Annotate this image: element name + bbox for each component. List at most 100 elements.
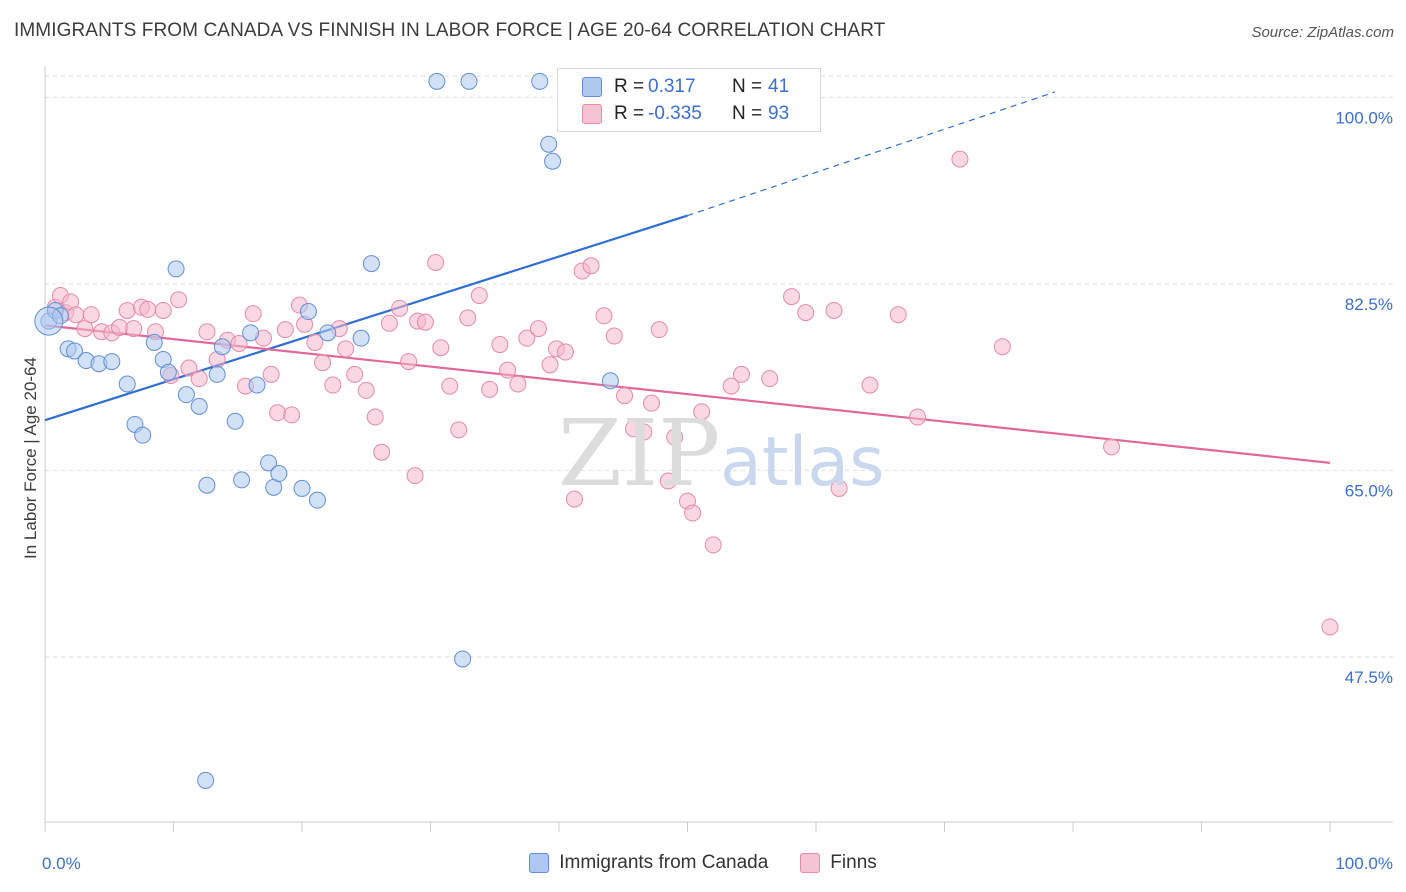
- point-finns: [337, 340, 355, 358]
- point-finns: [1103, 438, 1121, 456]
- point-finns: [306, 333, 324, 351]
- legend-r-value: 0.317: [648, 76, 696, 97]
- point-finns: [111, 319, 129, 337]
- point-canada: [242, 324, 260, 342]
- point-finns: [190, 370, 208, 388]
- y-tick-label: 100.0%: [1335, 108, 1393, 127]
- legend-item-finns[interactable]: Finns: [800, 852, 877, 874]
- point-canada: [198, 476, 216, 494]
- point-finns: [518, 329, 536, 347]
- point-canada: [145, 333, 163, 351]
- point-finns: [324, 376, 342, 394]
- x-tick-label-min: 0.0%: [42, 854, 81, 873]
- point-finns: [269, 404, 287, 422]
- point-canada: [260, 454, 278, 472]
- y-tick-label: 82.5%: [1345, 295, 1393, 314]
- point-finns: [684, 504, 702, 522]
- trend-line-canada: [44, 214, 688, 422]
- y-tick-label: 47.5%: [1345, 668, 1393, 687]
- x-tick-label-max: 100.0%: [1335, 854, 1393, 873]
- point-finns: [459, 309, 477, 327]
- point-finns: [67, 306, 85, 324]
- point-finns: [262, 365, 280, 383]
- point-canada: [167, 260, 185, 278]
- point-finns: [170, 291, 188, 309]
- legend-swatch-pink: [800, 853, 821, 873]
- legend-r-value: -0.335: [648, 103, 702, 124]
- point-finns: [481, 380, 499, 398]
- point-canada: [226, 412, 244, 430]
- watermark-zip: ZIP: [558, 400, 721, 507]
- point-canada: [118, 375, 136, 393]
- point-finns: [650, 321, 668, 339]
- point-canada: [233, 471, 251, 489]
- point-finns: [783, 288, 801, 306]
- point-finns: [761, 370, 779, 388]
- point-finns: [76, 320, 94, 338]
- point-canada: [352, 329, 370, 347]
- legend-n-label: N =: [732, 76, 763, 97]
- legend-row-canada: R = 0.317 N = 41: [582, 74, 852, 100]
- point-finns: [314, 354, 332, 372]
- point-canada: [177, 386, 195, 404]
- point-finns: [154, 301, 172, 319]
- point-finns: [666, 428, 684, 446]
- point-finns: [993, 338, 1011, 356]
- point-finns: [951, 150, 969, 168]
- point-finns: [595, 307, 613, 325]
- point-canada: [428, 72, 446, 90]
- legend-n-value: 93: [768, 103, 790, 124]
- point-finns: [1321, 618, 1339, 636]
- point-finns: [391, 299, 409, 317]
- legend-swatch-blue: [529, 853, 550, 873]
- point-canada: [531, 72, 549, 90]
- legend-item-canada[interactable]: Immigrants from Canada: [529, 852, 768, 874]
- point-finns: [82, 306, 100, 324]
- point-finns: [509, 375, 527, 393]
- legend-label-finns: Finns: [830, 852, 877, 873]
- point-finns: [909, 408, 927, 426]
- point-finns: [470, 287, 488, 305]
- point-finns: [400, 353, 418, 371]
- legend-n-value: 41: [768, 76, 790, 97]
- point-finns: [118, 301, 136, 319]
- y-axis-label: In Labor Force | Age 20-64: [21, 357, 40, 559]
- point-canada: [454, 650, 472, 668]
- point-finns: [732, 365, 750, 383]
- tick-labels: 47.5% 65.0% 82.5% 100.0% 0.0% 100.0%: [42, 108, 1393, 873]
- point-finns: [499, 361, 517, 379]
- point-finns: [643, 394, 661, 412]
- point-canada: [134, 426, 152, 444]
- point-canada: [319, 324, 337, 342]
- point-finns: [198, 323, 216, 341]
- axes: [44, 66, 1393, 832]
- point-canada: [208, 365, 226, 383]
- point-finns: [704, 536, 722, 554]
- series-legend: Immigrants from Canada Finns: [0, 852, 1406, 874]
- point-finns: [556, 343, 574, 361]
- trend-line-canada-extension: [687, 91, 1056, 217]
- point-finns: [659, 472, 677, 490]
- point-finns: [432, 339, 450, 357]
- point-canada: [213, 338, 231, 356]
- point-finns: [373, 443, 391, 461]
- point-canada-cluster: [34, 306, 64, 336]
- source-credit: Source: ZipAtlas.com: [1251, 24, 1394, 41]
- point-finns: [693, 403, 711, 421]
- point-finns: [635, 423, 653, 441]
- data-points: [34, 72, 1339, 789]
- legend-r-label: R =: [614, 103, 645, 124]
- point-finns: [616, 387, 634, 405]
- gridlines: [45, 75, 1393, 658]
- point-finns: [605, 327, 623, 345]
- point-canada: [299, 303, 317, 321]
- point-finns: [582, 257, 600, 275]
- point-finns: [406, 467, 424, 485]
- point-finns: [366, 408, 384, 426]
- stats-legend: R = 0.317 N = 41 R = -0.335 N = 93: [557, 68, 821, 132]
- point-canada: [159, 363, 177, 381]
- point-canada: [66, 342, 84, 360]
- chart-title: IMMIGRANTS FROM CANADA VS FINNISH IN LAB…: [14, 20, 886, 41]
- point-finns: [380, 314, 398, 332]
